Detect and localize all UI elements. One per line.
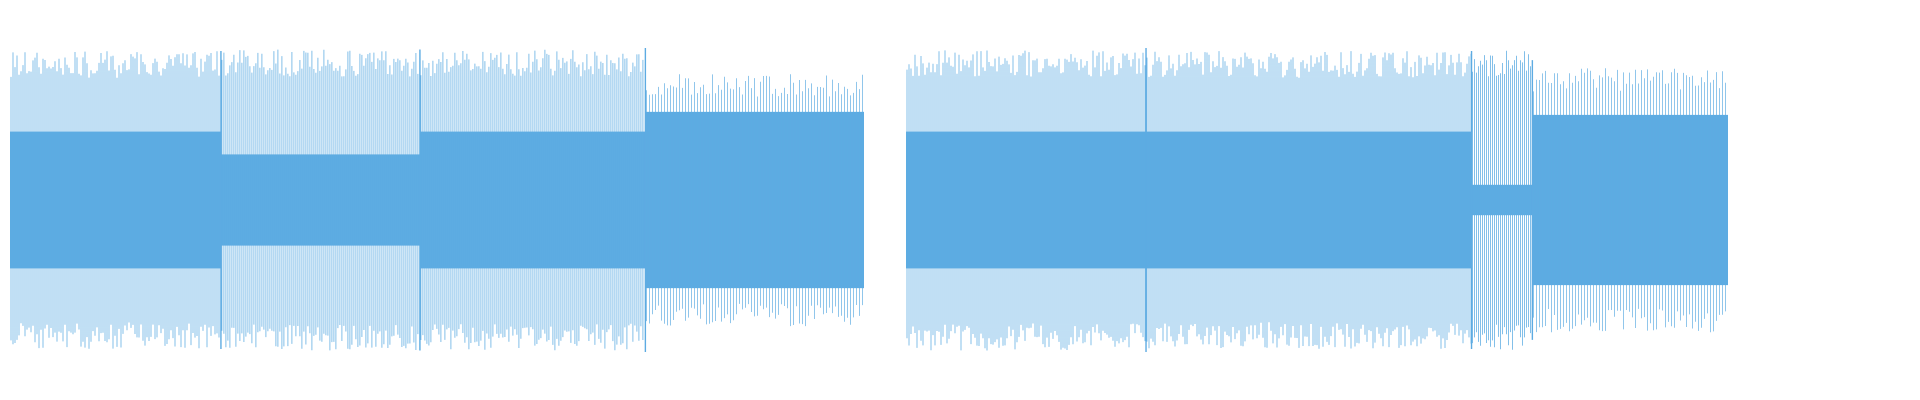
waveform-peaks (906, 50, 1146, 351)
waveform-peaks (10, 51, 220, 349)
waveform-segment (10, 51, 221, 349)
waveform-peaks (420, 49, 644, 351)
audio-clip-1[interactable] (10, 48, 864, 352)
waveform-segment (1532, 68, 1728, 333)
waveform-segment (220, 49, 420, 351)
waveform-segment (645, 74, 864, 327)
waveform-segment (906, 50, 1147, 351)
waveform-segment (419, 49, 646, 351)
waveform-peaks (1472, 50, 1531, 350)
waveform-peaks (1533, 68, 1726, 333)
waveform-segment (1146, 51, 1472, 349)
waveform-segment (1471, 50, 1533, 350)
waveform-core (906, 131, 1147, 269)
waveform-peaks (646, 74, 863, 327)
waveform-peaks (1146, 51, 1472, 349)
audio-clip-2[interactable] (906, 48, 1728, 352)
waveform-peaks (221, 49, 419, 351)
